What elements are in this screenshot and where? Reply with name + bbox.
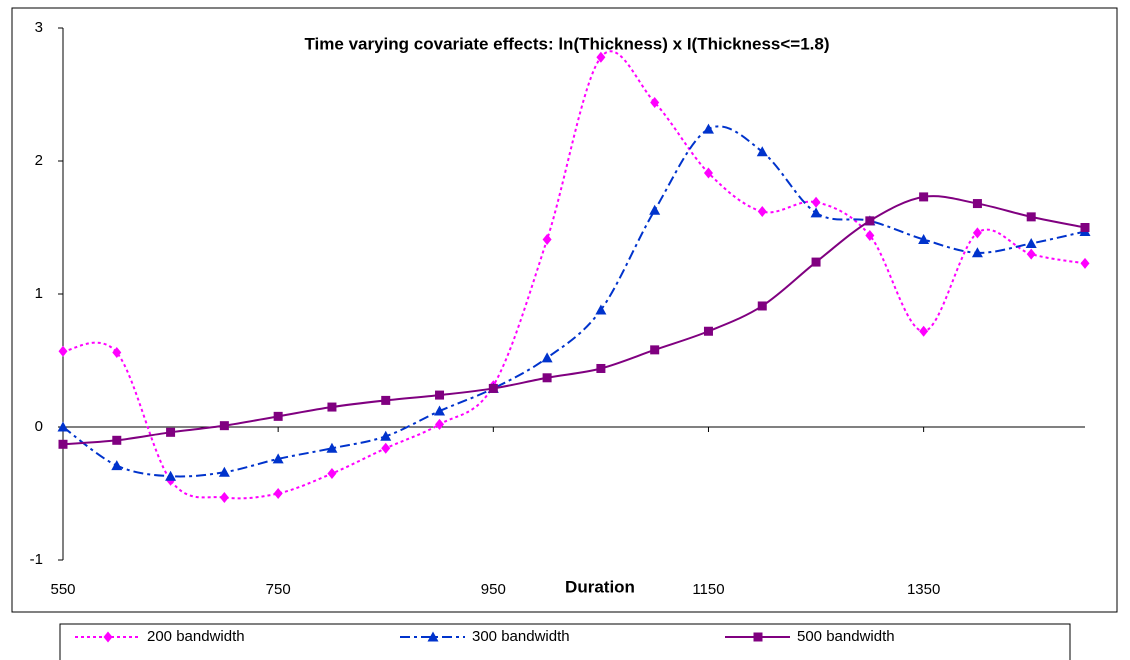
chart-title: Time varying covariate effects: ln(Thick… bbox=[304, 34, 829, 53]
marker bbox=[381, 395, 391, 405]
marker bbox=[435, 390, 445, 400]
legend-label: 200 bandwidth bbox=[147, 628, 245, 645]
y-tick-label: 1 bbox=[35, 285, 43, 302]
marker bbox=[865, 216, 875, 226]
y-tick-label: 2 bbox=[35, 152, 43, 169]
marker bbox=[111, 460, 123, 471]
marker bbox=[326, 442, 338, 453]
marker bbox=[112, 347, 122, 359]
marker bbox=[327, 402, 337, 412]
marker bbox=[58, 345, 68, 357]
marker bbox=[596, 51, 606, 63]
legend-label: 500 bandwidth bbox=[797, 628, 895, 645]
marker bbox=[811, 257, 821, 267]
x-tick-label: 750 bbox=[266, 581, 291, 598]
marker bbox=[595, 304, 607, 315]
marker bbox=[650, 345, 660, 355]
marker bbox=[542, 233, 552, 245]
marker bbox=[757, 206, 767, 218]
marker bbox=[919, 192, 929, 202]
marker bbox=[381, 442, 391, 454]
marker bbox=[166, 427, 176, 437]
marker bbox=[165, 470, 177, 481]
marker bbox=[756, 146, 768, 157]
marker bbox=[865, 229, 875, 241]
marker bbox=[380, 430, 392, 441]
x-tick-label: 550 bbox=[50, 581, 75, 598]
marker bbox=[273, 488, 283, 499]
marker bbox=[753, 632, 763, 642]
marker bbox=[918, 233, 930, 244]
x-axis-label: Duration bbox=[565, 577, 635, 596]
marker bbox=[650, 96, 660, 108]
x-tick-label: 1350 bbox=[907, 581, 940, 598]
marker bbox=[1026, 212, 1036, 222]
legend-label: 300 bandwidth bbox=[472, 628, 570, 645]
y-tick-label: -1 bbox=[30, 551, 43, 568]
marker bbox=[649, 204, 661, 215]
marker bbox=[427, 631, 439, 642]
marker bbox=[542, 373, 552, 383]
marker bbox=[218, 466, 230, 477]
marker bbox=[702, 123, 714, 134]
marker bbox=[219, 421, 229, 431]
marker bbox=[1080, 257, 1090, 269]
marker bbox=[919, 325, 929, 337]
chart-frame bbox=[11, 7, 1118, 613]
marker bbox=[112, 435, 122, 445]
marker bbox=[703, 167, 713, 179]
marker bbox=[972, 227, 982, 239]
y-tick-label: 3 bbox=[35, 19, 43, 36]
marker bbox=[273, 411, 283, 421]
marker bbox=[1025, 237, 1037, 248]
marker bbox=[971, 247, 983, 258]
marker bbox=[272, 453, 284, 464]
marker bbox=[58, 439, 68, 449]
marker bbox=[434, 405, 446, 416]
marker bbox=[541, 352, 553, 363]
marker bbox=[327, 468, 337, 480]
y-tick-label: 0 bbox=[35, 418, 43, 435]
x-tick-label: 1150 bbox=[692, 581, 724, 598]
marker bbox=[488, 383, 498, 393]
legend-box bbox=[59, 623, 1071, 660]
series-line bbox=[62, 195, 1086, 446]
marker bbox=[972, 199, 982, 209]
marker bbox=[596, 363, 606, 373]
marker bbox=[1080, 223, 1090, 232]
marker bbox=[811, 196, 821, 208]
x-tick-label: 950 bbox=[481, 581, 506, 598]
marker bbox=[57, 421, 69, 432]
marker bbox=[1026, 248, 1036, 260]
marker bbox=[435, 418, 445, 430]
marker bbox=[219, 491, 229, 503]
marker bbox=[703, 326, 713, 336]
marker bbox=[103, 631, 113, 643]
marker bbox=[757, 301, 767, 311]
marker bbox=[810, 207, 822, 218]
